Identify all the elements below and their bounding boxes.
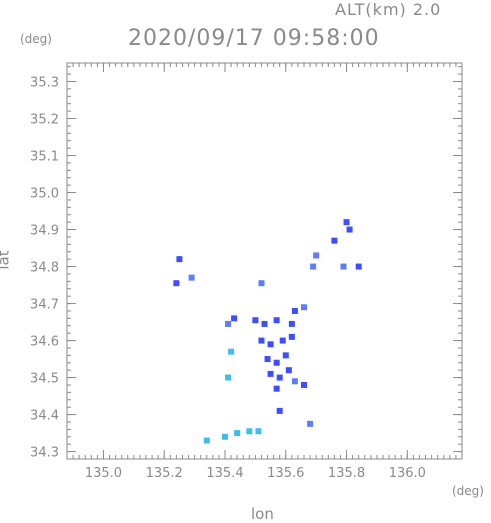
- echo-cell: [307, 420, 314, 427]
- echo-cell: [252, 317, 259, 324]
- x-tick-label: 136.0: [389, 466, 426, 481]
- echo-cell: [225, 320, 232, 327]
- y-tick-label: 34.3: [30, 446, 59, 461]
- echo-cell: [301, 304, 307, 311]
- echo-cell: [267, 370, 274, 377]
- echo-cell: [276, 374, 283, 381]
- echo-cell: [188, 274, 195, 281]
- echo-cell: [273, 317, 280, 324]
- echo-cell: [173, 280, 180, 287]
- y-axis-unit: (deg): [20, 32, 52, 46]
- echo-cell: [340, 263, 347, 270]
- x-tick-label: 135.6: [267, 466, 304, 481]
- echo-cell: [246, 428, 253, 435]
- echo-cell: [279, 337, 286, 344]
- echo-cell: [255, 428, 262, 435]
- y-tick-label: 34.4: [30, 409, 59, 424]
- altitude-label: ALT(km) 2.0: [335, 0, 442, 19]
- x-tick-label: 135.2: [146, 466, 183, 481]
- echo-cell: [282, 352, 289, 359]
- echo-cell: [288, 333, 295, 340]
- echo-cell: [343, 219, 350, 226]
- echo-cell: [258, 337, 265, 344]
- chart-title-timestamp: 2020/09/17 09:58:00: [128, 26, 380, 51]
- echo-cell: [228, 348, 235, 355]
- y-tick-label: 35.2: [30, 113, 59, 128]
- echo-cell: [288, 320, 295, 327]
- echo-cell: [285, 367, 292, 374]
- echo-cell: [234, 430, 241, 437]
- echo-cell: [355, 263, 362, 270]
- x-tick-label: 135.8: [328, 466, 365, 481]
- y-tick-label: 35.3: [30, 76, 59, 91]
- echo-cell: [331, 237, 338, 244]
- x-axis-unit: (deg): [452, 484, 484, 498]
- echo-cell: [258, 280, 265, 287]
- echo-cell: [313, 252, 320, 259]
- x-tick-label: 135.4: [206, 466, 243, 481]
- y-tick-label: 34.8: [30, 261, 59, 276]
- y-tick-label: 35.0: [30, 187, 59, 202]
- echo-cell: [264, 356, 271, 363]
- y-tick-label: 35.1: [30, 150, 59, 165]
- echo-cell: [273, 385, 280, 392]
- echo-cell: [291, 378, 298, 385]
- echo-cell: [346, 226, 353, 233]
- y-tick-label: 34.6: [30, 335, 59, 350]
- echo-cell: [222, 433, 228, 440]
- echo-cell: [310, 263, 317, 270]
- echo-cell: [267, 341, 274, 348]
- y-tick-label: 34.7: [30, 298, 59, 313]
- echo-cell: [301, 381, 307, 388]
- echo-cell: [261, 320, 268, 327]
- plot-frame: [66, 62, 463, 460]
- y-tick-label: 34.9: [30, 224, 59, 239]
- x-axis-label: lon: [251, 505, 274, 523]
- echo-cell: [273, 359, 280, 366]
- echo-cell: [231, 315, 238, 322]
- echo-cell: [276, 407, 283, 414]
- y-tick-label: 34.5: [30, 372, 59, 387]
- echo-cell: [225, 374, 232, 381]
- x-tick-label: 135.0: [85, 466, 122, 481]
- echo-cell: [203, 437, 210, 444]
- echo-cell: [176, 256, 183, 263]
- echo-cell: [291, 307, 298, 314]
